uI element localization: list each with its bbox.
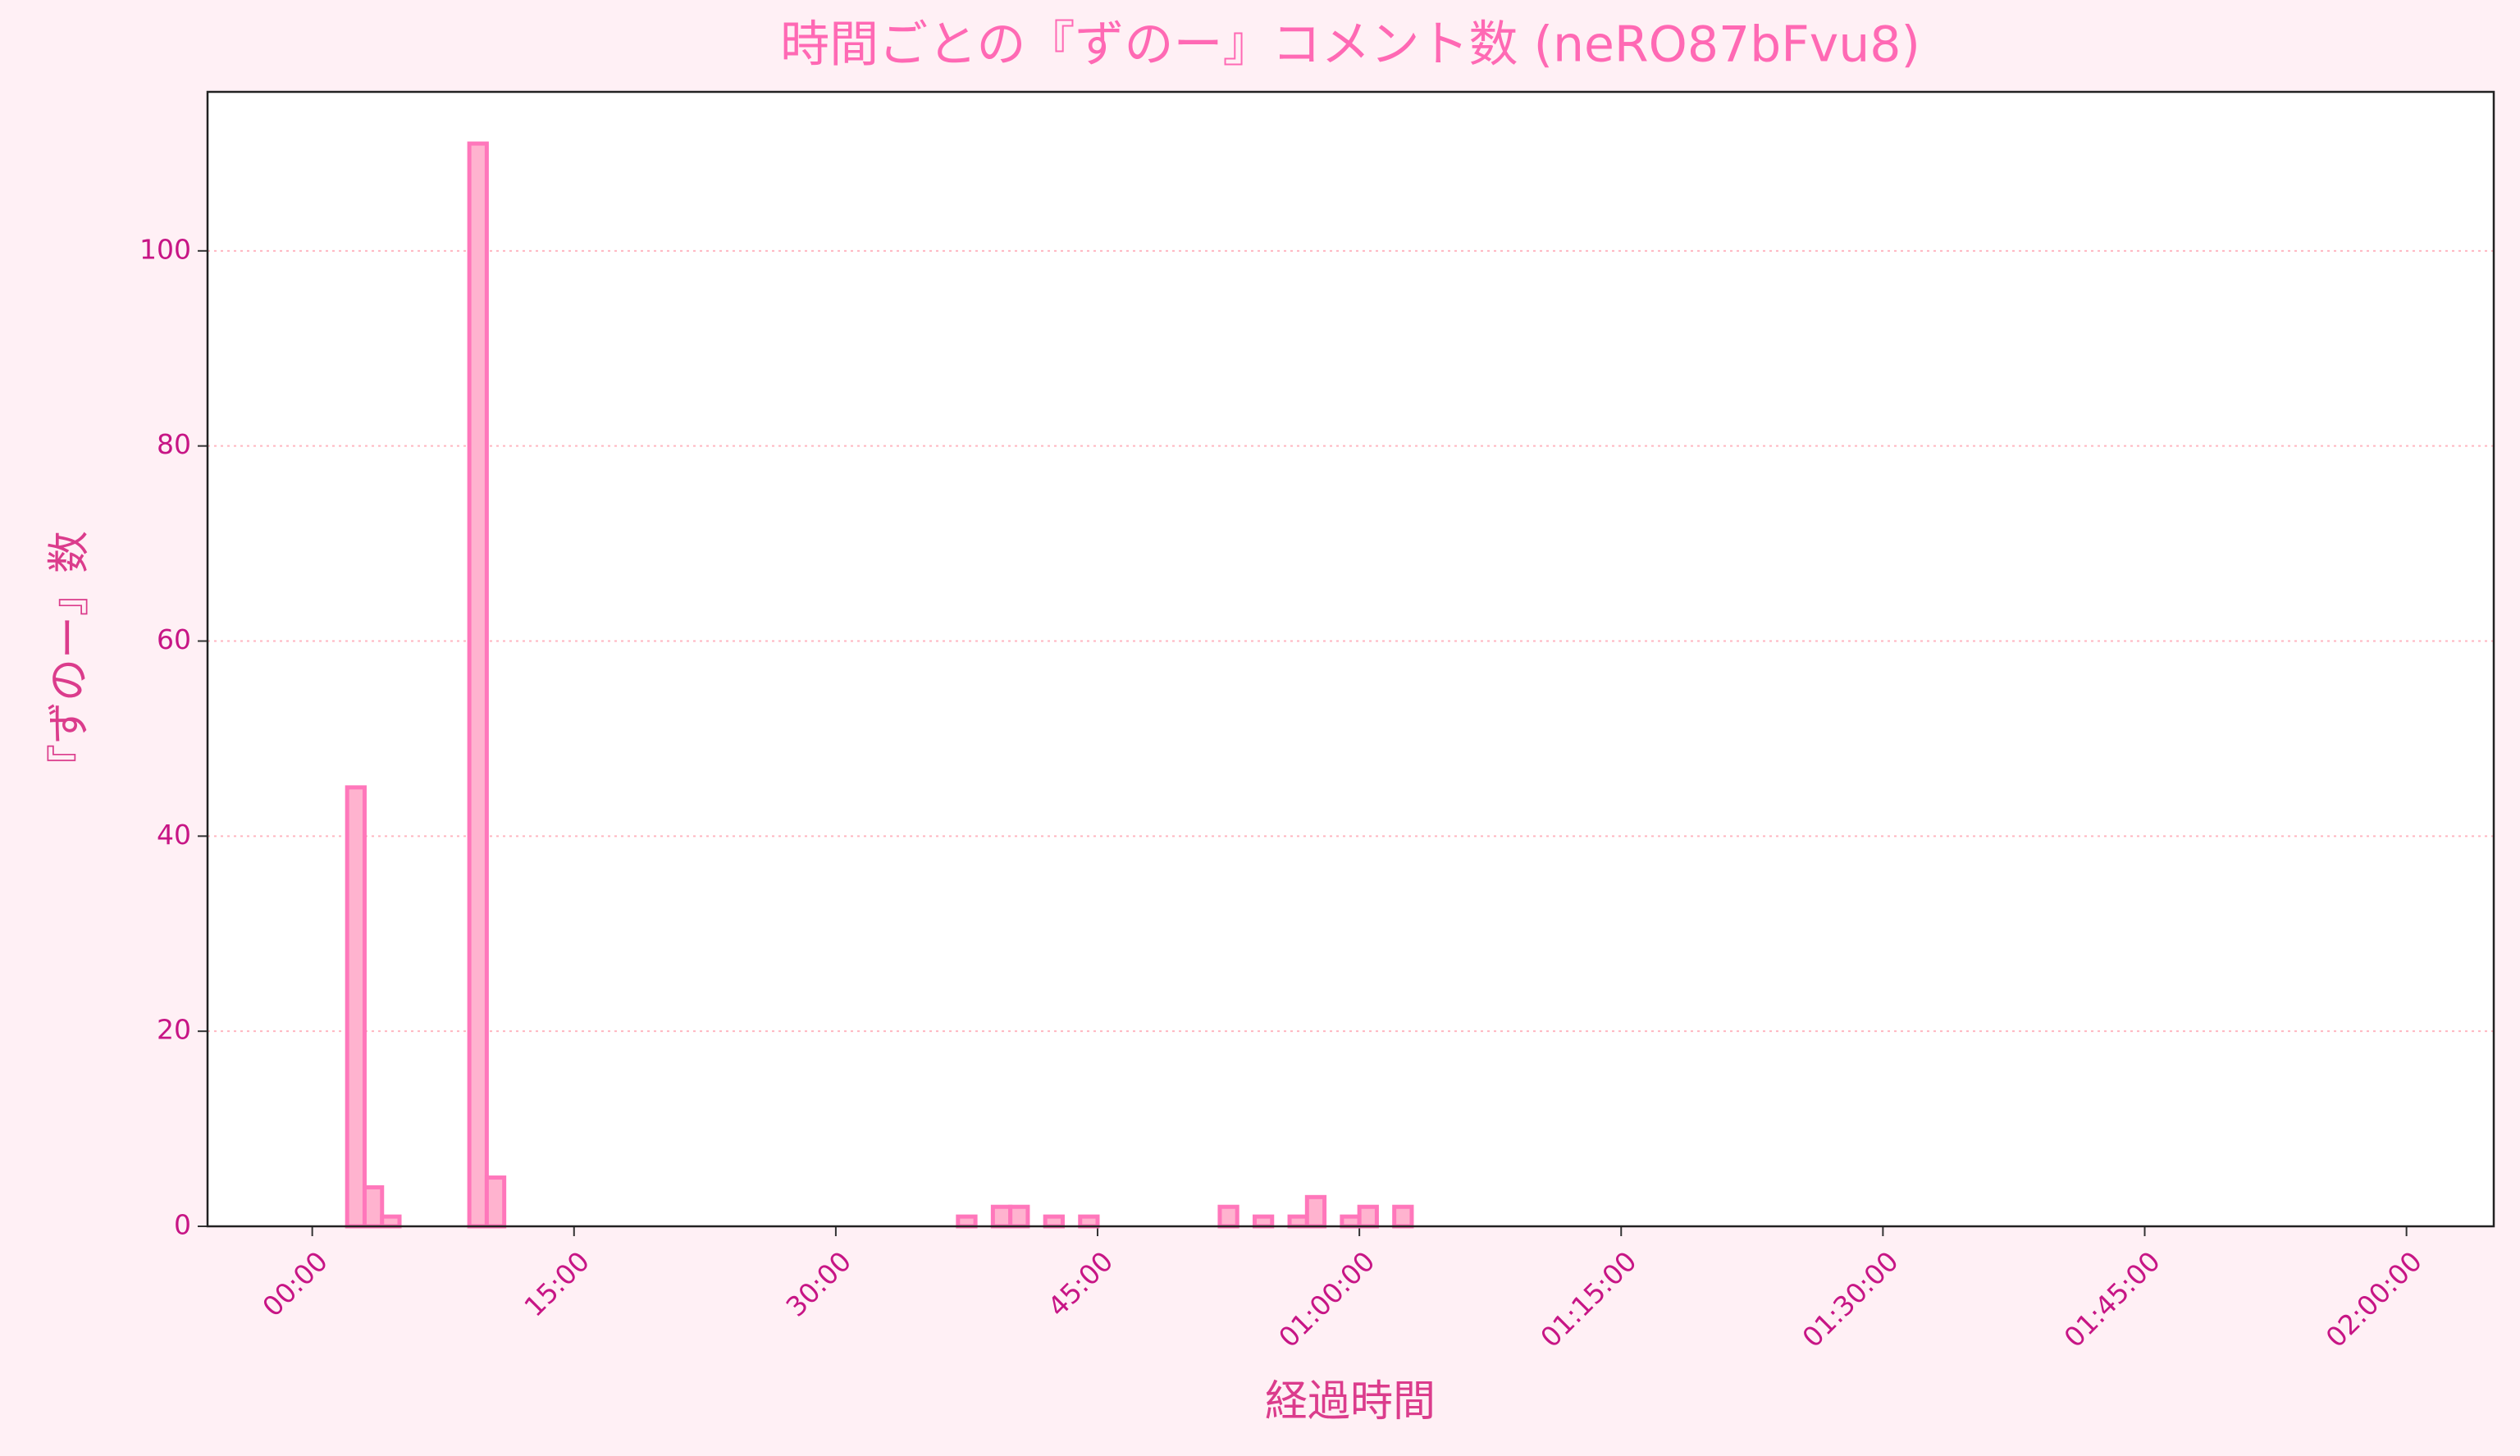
y-axis-label: 『ずのー』数 <box>45 531 94 787</box>
chart-title: 時間ごとの『ずのー』コメント数 (neRO87bFvu8) <box>780 16 1920 74</box>
bar <box>1340 1214 1362 1229</box>
bar <box>467 141 489 1229</box>
bar <box>1357 1204 1379 1229</box>
bar <box>1252 1214 1275 1229</box>
y-tick-label: 100 <box>139 233 191 265</box>
bar <box>1304 1194 1327 1229</box>
bar <box>380 1214 402 1229</box>
y-tick-label: 0 <box>174 1209 191 1241</box>
x-axis-label: 経過時間 <box>1265 1377 1436 1426</box>
bar <box>1043 1214 1065 1229</box>
bar <box>484 1175 507 1229</box>
bar <box>1217 1204 1239 1229</box>
bar <box>345 785 367 1229</box>
bar <box>362 1184 385 1229</box>
bar <box>1008 1204 1030 1229</box>
bar <box>956 1214 978 1229</box>
bar <box>1287 1214 1309 1229</box>
bar <box>990 1204 1013 1229</box>
y-tick-label: 40 <box>157 819 191 851</box>
y-tick-label: 20 <box>157 1014 191 1046</box>
plot-area <box>208 92 2494 1226</box>
bar <box>1392 1204 1414 1229</box>
y-tick-label: 60 <box>157 623 191 655</box>
y-tick-label: 80 <box>157 428 191 460</box>
bar <box>1078 1214 1100 1229</box>
plot-frame <box>206 90 2495 1228</box>
